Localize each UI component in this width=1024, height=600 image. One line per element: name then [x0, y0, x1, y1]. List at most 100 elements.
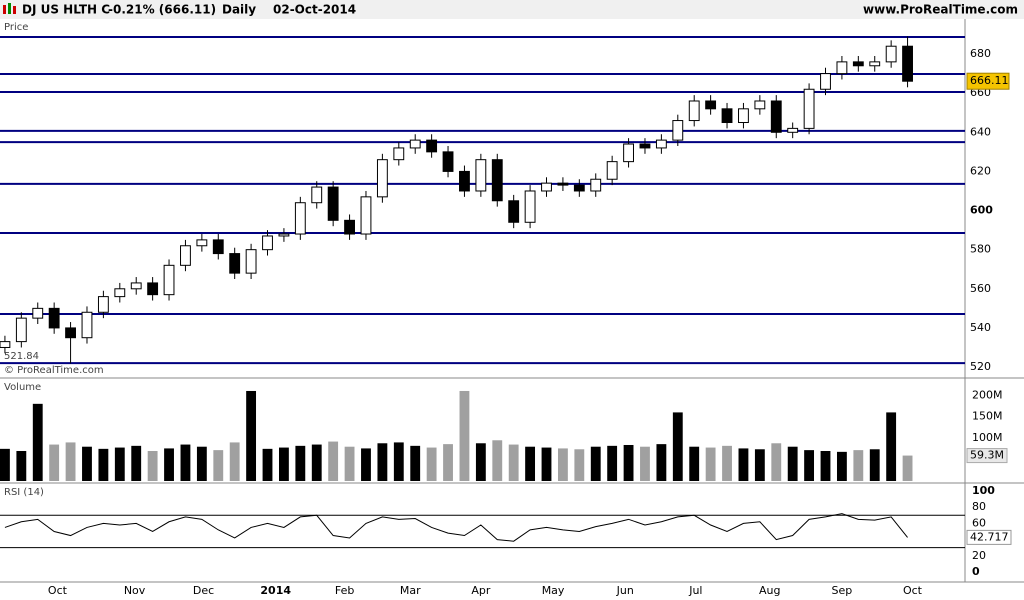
- volume-bar: [557, 448, 568, 481]
- volume-bar: [49, 444, 60, 481]
- candle-body: [836, 61, 848, 75]
- volume-bar: [393, 442, 404, 481]
- candle-body: [262, 235, 273, 251]
- y-tick-label: 20: [972, 549, 986, 562]
- volume-tag-box: [966, 448, 1008, 464]
- candle-body: [508, 200, 520, 223]
- x-tick-label: Sep: [832, 584, 853, 597]
- candle-body: [32, 307, 44, 319]
- volume-bar: [902, 455, 913, 481]
- candle-body: [245, 249, 257, 274]
- candle-body: [393, 147, 405, 161]
- volume-bar: [262, 448, 273, 481]
- volume-bar: [443, 444, 453, 481]
- volume-bar: [853, 450, 864, 481]
- y-tick-label: 200M: [972, 388, 1003, 401]
- y-tick-label: 540: [970, 321, 991, 334]
- y-tick-label: 0: [972, 565, 980, 578]
- x-tick-label: Mar: [400, 584, 421, 597]
- period: Daily: [222, 3, 256, 17]
- volume-bar: [869, 449, 880, 481]
- candle-body: [869, 61, 881, 67]
- candle-body: [426, 139, 438, 153]
- y-tick-label: 100: [972, 484, 995, 497]
- copyright: © ProRealTime.com: [4, 365, 104, 376]
- y-tick-label: 680: [970, 47, 991, 60]
- volume-bar: [32, 403, 43, 481]
- y-tick-label: 80: [972, 500, 986, 513]
- panel-label: Price: [4, 22, 28, 33]
- candle-body: [114, 288, 126, 298]
- candle-body: [738, 108, 749, 124]
- candle-body: [787, 127, 799, 133]
- volume-bar: [246, 390, 257, 481]
- volume-bar: [131, 445, 142, 481]
- rsi-line: [4, 513, 908, 542]
- candle-body: [688, 100, 700, 122]
- volume-bar: [82, 446, 92, 481]
- date: 02-Oct-2014: [273, 3, 356, 17]
- candle-body: [672, 120, 684, 141]
- x-tick-label: Oct: [48, 584, 68, 597]
- candle-body: [590, 178, 602, 192]
- rsi-tag-box: [966, 529, 1012, 545]
- volume-bar: [459, 390, 470, 481]
- volume-bar: [672, 412, 683, 481]
- logo: [3, 3, 16, 14]
- y-tick-label: 150M: [972, 410, 1003, 423]
- candle-body: [524, 190, 536, 223]
- y-tick-label: 60: [972, 516, 986, 529]
- x-tick-label: May: [542, 584, 565, 597]
- volume-bar: [623, 444, 634, 481]
- volume-bar: [361, 448, 371, 481]
- volume-bar: [278, 447, 289, 481]
- candle-body: [902, 45, 913, 82]
- candle-body: [409, 139, 421, 149]
- candle-body: [15, 317, 27, 343]
- y-tick-label: 600: [970, 204, 993, 217]
- candle-body: [48, 307, 60, 329]
- volume-bar: [196, 446, 207, 481]
- candle-body: [180, 245, 191, 266]
- volume-bar: [492, 440, 503, 481]
- volume-tag: 59.3M: [970, 449, 1004, 462]
- candle-body: [442, 151, 454, 172]
- y-tick-label: 580: [970, 243, 991, 256]
- volume-bar: [147, 450, 158, 481]
- volume-bar: [541, 447, 552, 481]
- candle-body: [327, 186, 339, 221]
- x-tick-label: Feb: [335, 584, 354, 597]
- candle-body: [770, 100, 782, 133]
- candle-body: [721, 108, 733, 124]
- volume-bar: [525, 446, 536, 481]
- candle-body: [311, 186, 323, 204]
- candle-body: [459, 170, 470, 192]
- x-tick-label: Dec: [193, 584, 214, 597]
- x-tick-label: Jul: [688, 584, 702, 597]
- volume-bar: [377, 443, 388, 481]
- volume-bar: [508, 444, 519, 481]
- x-tick-label: Aug: [759, 584, 780, 597]
- candle-body: [557, 182, 569, 186]
- candle-body: [491, 159, 503, 202]
- panel-label: Volume: [4, 382, 41, 393]
- volume-bar: [114, 447, 125, 481]
- candle-body: [229, 253, 241, 274]
- candle-body: [606, 161, 618, 180]
- candle-body: [0, 341, 11, 348]
- volume-bar: [98, 448, 109, 481]
- candle-body: [803, 88, 815, 129]
- volume-bar: [328, 441, 339, 481]
- volume-bar: [164, 448, 174, 481]
- volume-bar: [0, 448, 10, 481]
- candle-body: [344, 219, 355, 235]
- rsi-tag: 42.717: [970, 530, 1009, 543]
- candle-body: [705, 100, 717, 110]
- candle-body: [885, 45, 897, 63]
- volume-bar: [689, 446, 700, 481]
- candle-body: [65, 327, 76, 339]
- candle-body: [278, 233, 290, 237]
- candle-body: [852, 61, 864, 67]
